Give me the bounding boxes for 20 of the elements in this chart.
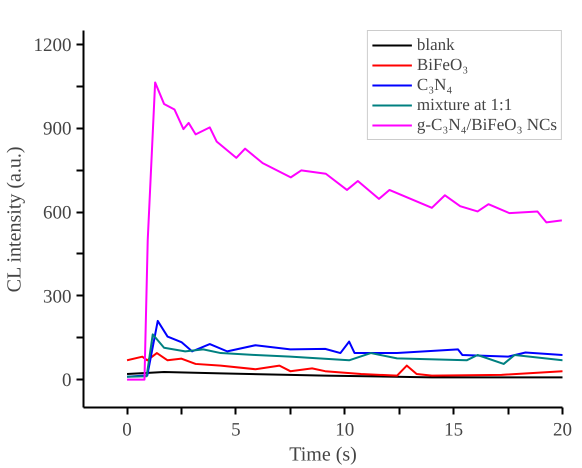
line-series (126, 320, 562, 378)
y-tick-label: 900 (43, 118, 72, 140)
legend-label: BiFeO₃ (416, 55, 468, 75)
line-series (126, 352, 562, 377)
x-tick-label: 15 (444, 420, 464, 440)
x-tick-label: 20 (553, 420, 572, 440)
line-series (126, 333, 562, 378)
legend-label: blank (416, 35, 455, 55)
x-tick-label: 0 (122, 420, 132, 440)
y-tick-label: 0 (62, 370, 72, 392)
x-tick-label: 10 (335, 420, 354, 440)
y-axis-title: CL intensity (a.u.) (4, 146, 26, 292)
legend-label: mixture at 1:1 (416, 95, 512, 115)
x-axis-title: Time (s) (289, 444, 357, 466)
y-tick-label: 300 (43, 286, 72, 308)
x-tick-label: 5 (231, 420, 241, 440)
legend-label: g-C₃N₄/BiFeO₃ NCs (416, 115, 557, 135)
legend-label: C₃N₄ (416, 75, 452, 95)
y-tick-label: 1200 (34, 34, 72, 56)
y-tick-label: 600 (43, 202, 72, 224)
